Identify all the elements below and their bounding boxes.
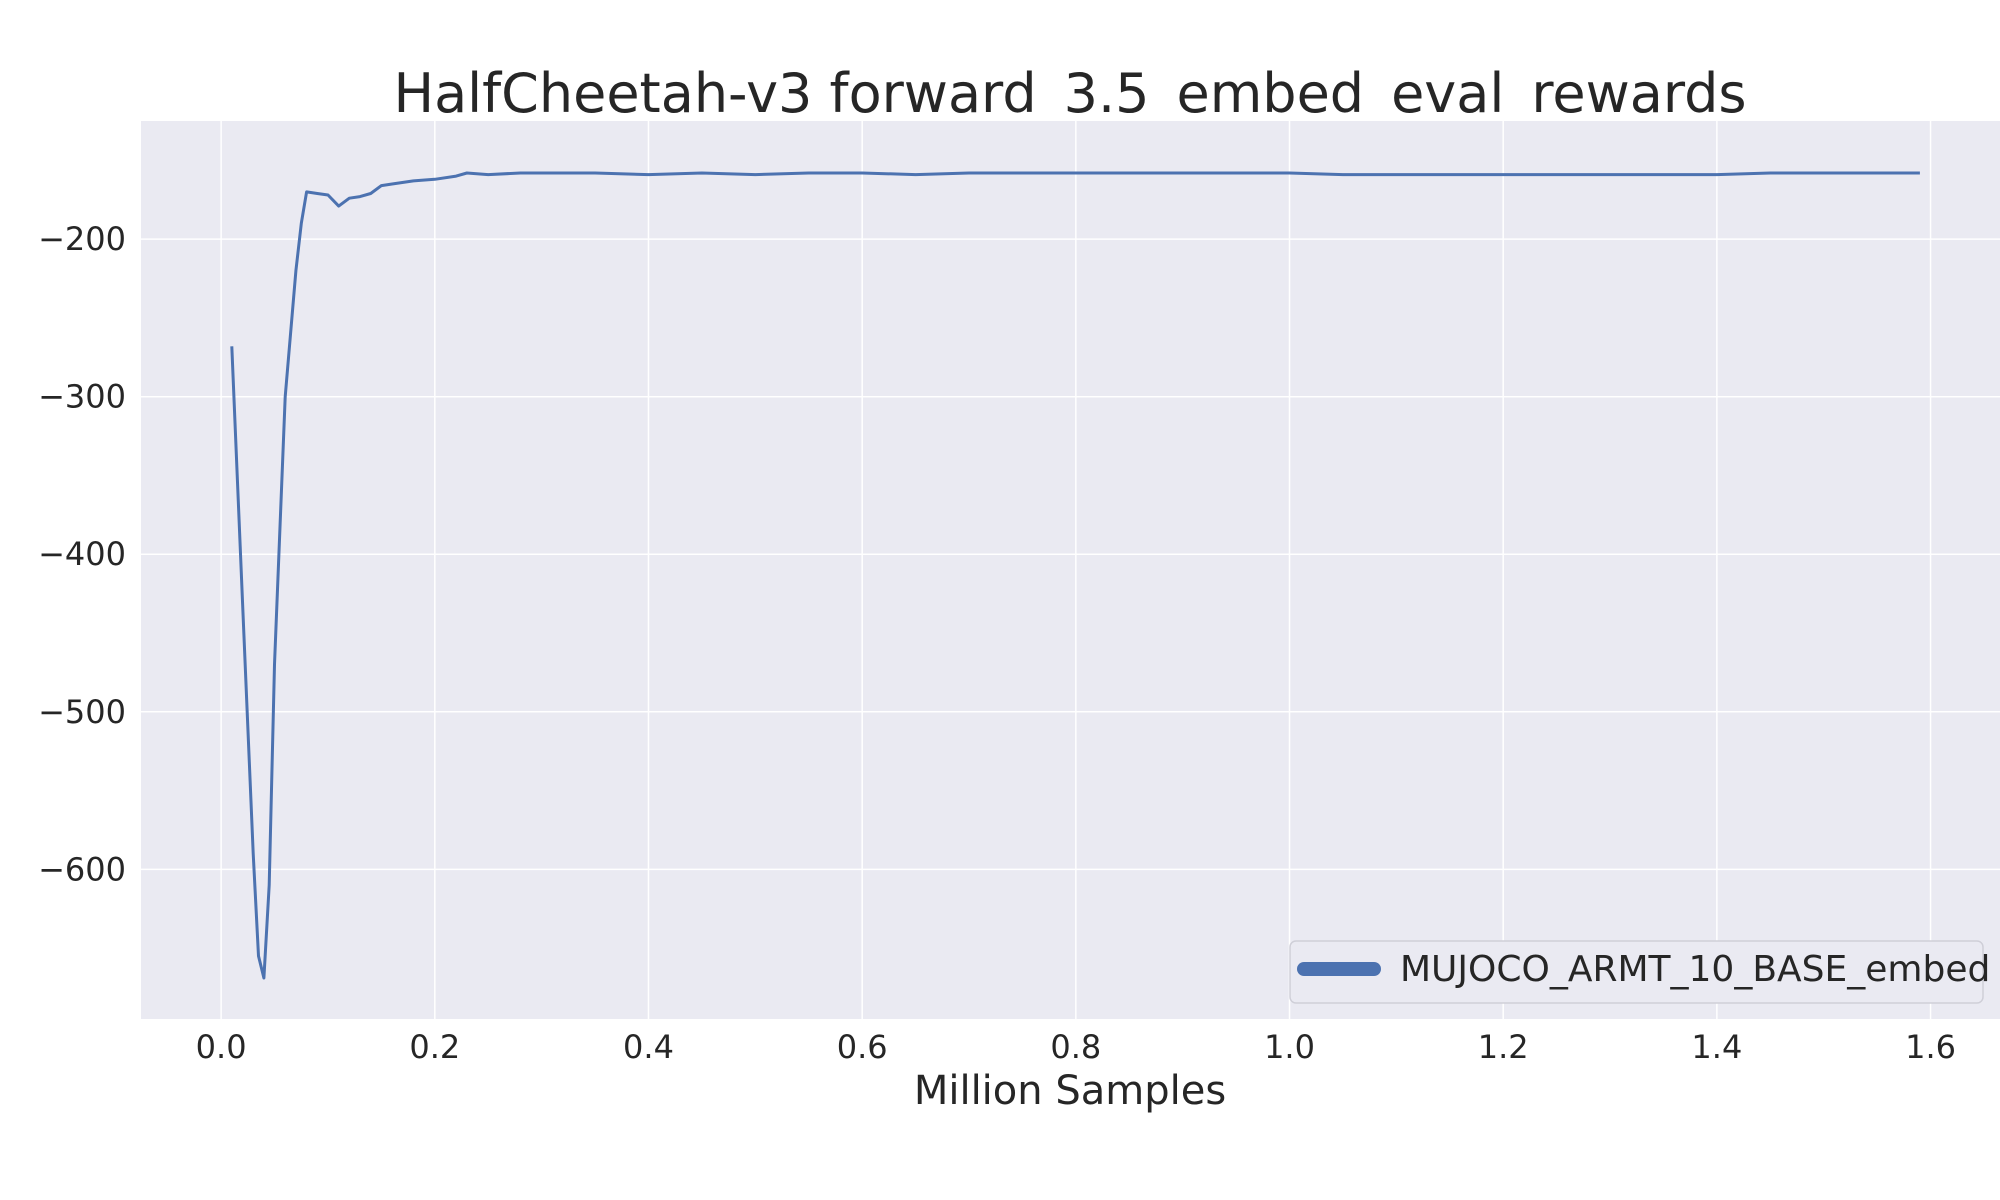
legend-label: MUJOCO_ARMT_10_BASE_embed: [1400, 949, 1990, 990]
y-tick-label: −200: [38, 220, 126, 258]
x-tick-label: 0.4: [623, 1028, 674, 1066]
y-axis-ticks: −600 −500 −400 −300 −200: [38, 220, 126, 888]
chart-title: HalfCheetah-v3 forward_3.5_embed_eval_re…: [393, 62, 1746, 125]
x-tick-label: 1.0: [1264, 1028, 1315, 1066]
series-layer: [230, 171, 1920, 980]
x-tick-label: 1.4: [1691, 1028, 1742, 1066]
y-tick-label: −500: [38, 693, 126, 731]
x-tick-label: 0.2: [409, 1028, 460, 1066]
x-axis-label: Million Samples: [914, 1068, 1226, 1114]
y-tick-label: −300: [38, 378, 126, 416]
legend: MUJOCO_ARMT_10_BASE_embed: [1289, 940, 1990, 1004]
legend-box: [1289, 940, 1984, 1004]
x-axis-ticks: 0.0 0.2 0.4 0.6 0.8 1.0 1.2 1.4 1.6: [196, 1028, 1956, 1066]
y-tick-label: −600: [38, 850, 126, 888]
series-line: [230, 171, 1920, 980]
x-tick-label: 0.0: [196, 1028, 247, 1066]
y-tick-label: −400: [38, 535, 126, 573]
x-tick-label: 1.2: [1478, 1028, 1529, 1066]
x-tick-label: 0.6: [837, 1028, 888, 1066]
grid-lines: [141, 121, 2000, 1019]
x-tick-label: 1.6: [1905, 1028, 1956, 1066]
plot-area: [141, 121, 2000, 1019]
x-tick-label: 0.8: [1050, 1028, 1101, 1066]
